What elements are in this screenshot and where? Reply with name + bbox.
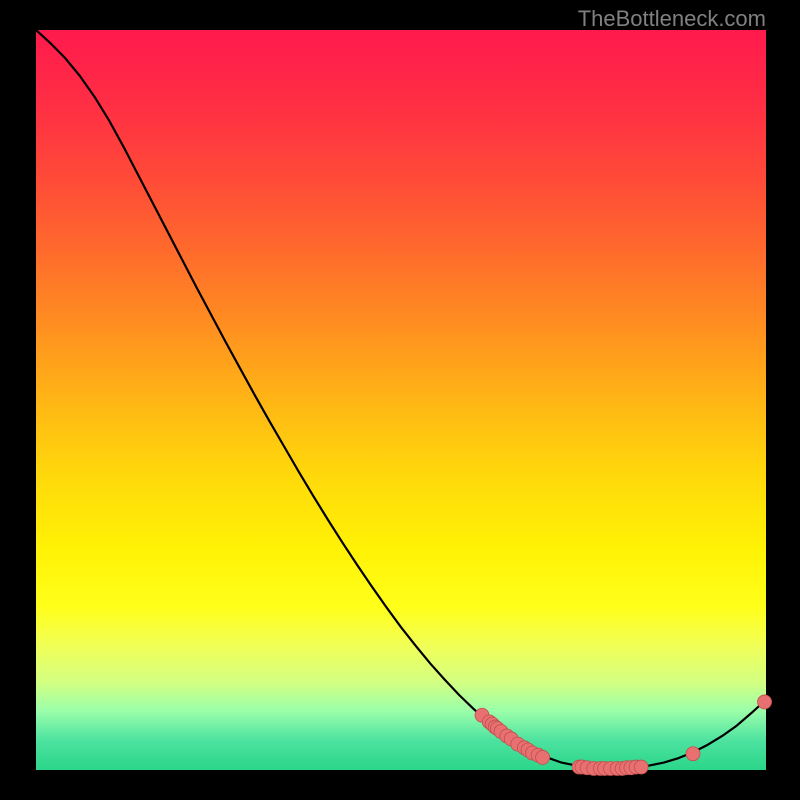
data-markers-group xyxy=(475,695,772,776)
data-marker xyxy=(758,695,772,709)
bottleneck-curve xyxy=(36,30,766,769)
chart-container: TheBottleneck.com xyxy=(0,0,800,800)
plot-area xyxy=(36,30,766,770)
data-marker xyxy=(686,747,700,761)
chart-svg-layer xyxy=(36,30,766,770)
data-marker xyxy=(536,750,550,764)
watermark-text: TheBottleneck.com xyxy=(578,6,766,32)
data-marker xyxy=(634,760,648,774)
